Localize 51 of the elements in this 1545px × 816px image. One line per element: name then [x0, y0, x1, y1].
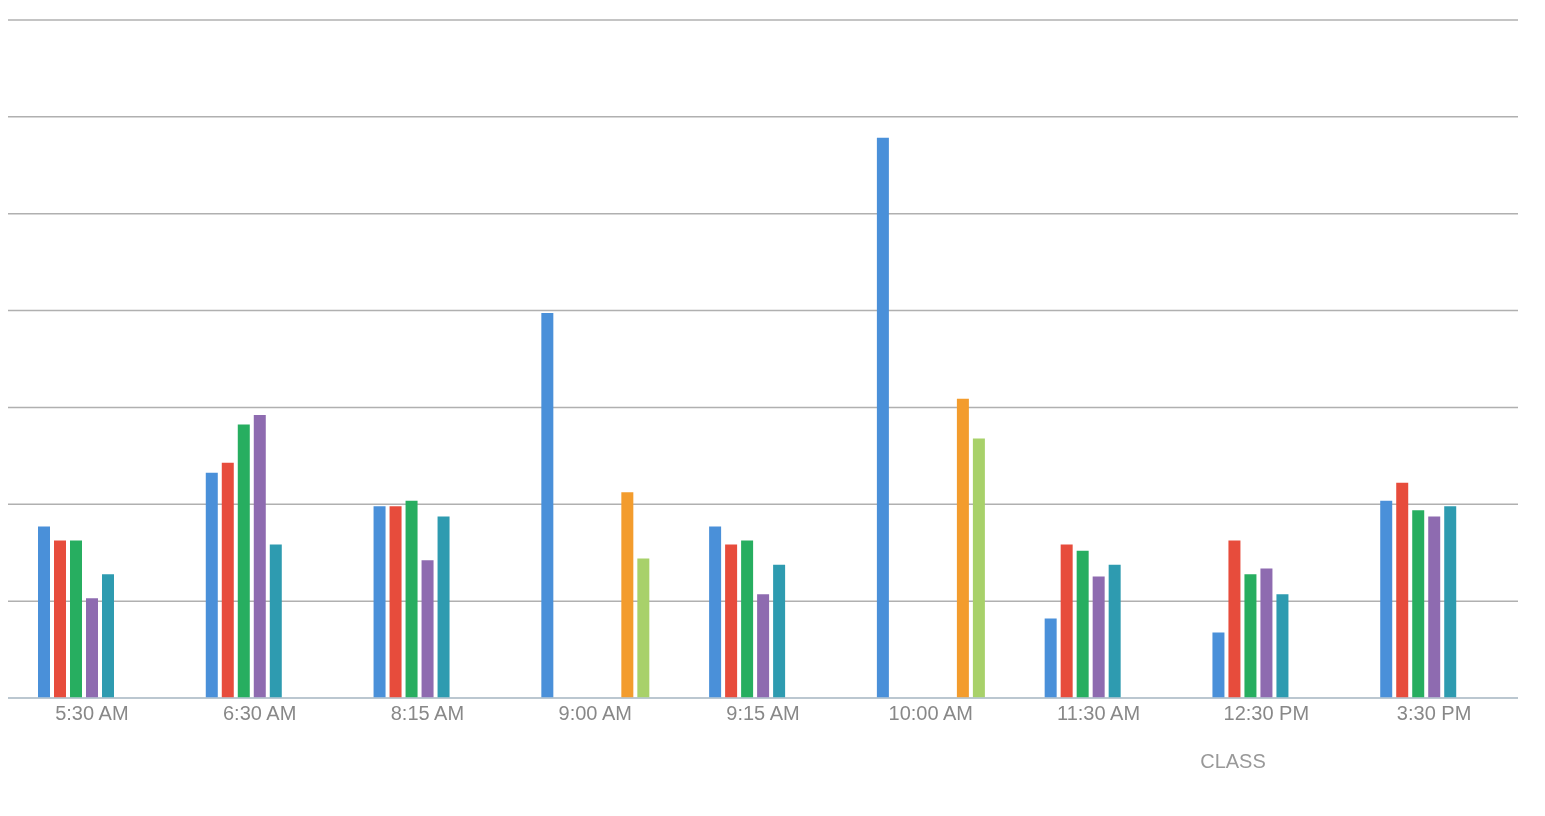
x-tick-label: 9:15 AM [726, 702, 800, 725]
bar [773, 564, 786, 698]
x-tick-label: 6:30 AM [222, 702, 297, 725]
bar [1212, 632, 1225, 698]
bar [621, 492, 634, 698]
bar [741, 540, 754, 698]
bar [1444, 506, 1457, 698]
bar [1276, 594, 1289, 698]
bar [1428, 516, 1441, 698]
bar [253, 415, 266, 698]
bar [38, 526, 50, 698]
x-tick-label: 11:30 AM [1057, 702, 1141, 725]
bar [221, 462, 234, 698]
bar [1260, 568, 1273, 698]
x-tick-label: 5:30 AM [55, 702, 129, 725]
bar [1380, 500, 1393, 698]
x-tick-label: 3:30 PM [1396, 702, 1472, 725]
bar [1076, 550, 1089, 698]
bar [421, 560, 434, 698]
bar [1092, 576, 1105, 698]
bar [269, 544, 282, 698]
bar [1244, 574, 1257, 698]
bar [437, 516, 450, 698]
x-axis-title: CLASS [1200, 750, 1266, 772]
bar [541, 313, 554, 698]
bar [70, 540, 82, 698]
bar [86, 598, 98, 698]
x-tick-label: 8:15 AM [390, 702, 465, 725]
bar [373, 506, 386, 698]
bar [956, 398, 969, 698]
bar [1412, 510, 1425, 698]
x-tick-label: 10:00 AM [888, 702, 974, 725]
x-tick-label: 12:30 PM [1223, 702, 1310, 725]
bar [637, 558, 650, 698]
bar [972, 438, 985, 698]
bar [1228, 540, 1241, 698]
bar [205, 472, 218, 698]
bar [725, 544, 738, 698]
bar [1396, 482, 1409, 698]
bar [1108, 564, 1121, 698]
bar [102, 574, 114, 698]
bar [405, 500, 418, 698]
bar [757, 594, 770, 698]
bar [876, 137, 889, 698]
bar [237, 424, 250, 698]
x-tick-label: 9:00 AM [558, 702, 632, 725]
bar [1044, 618, 1057, 698]
bar [389, 506, 402, 698]
bar [1060, 544, 1073, 698]
bar [709, 526, 722, 698]
bar [54, 540, 66, 698]
